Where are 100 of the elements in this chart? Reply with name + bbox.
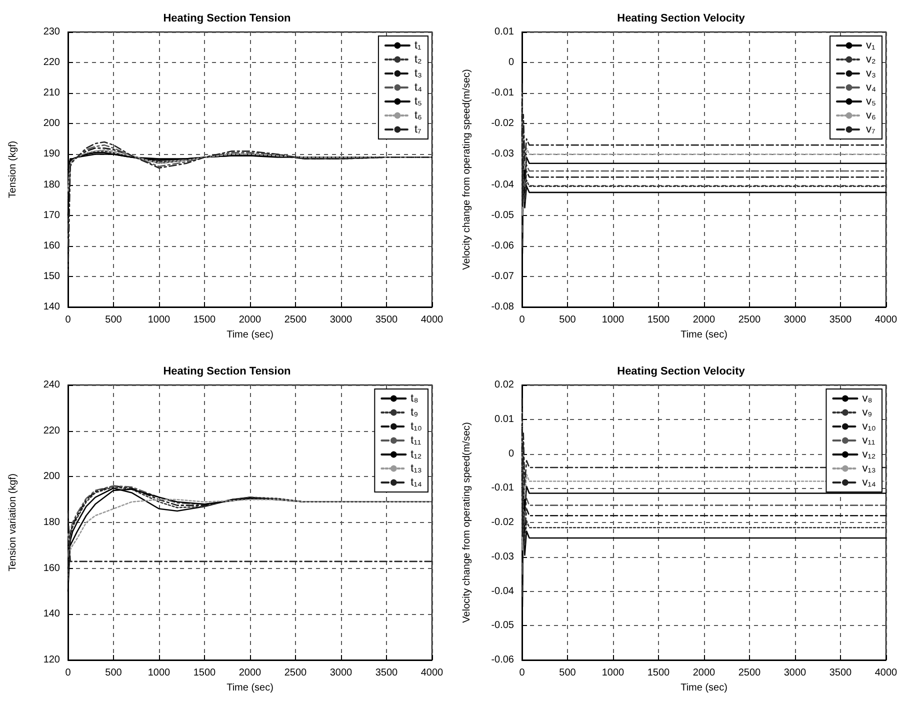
x-tick-label: 2000 [238,314,262,326]
legend-label: t₁ [414,40,422,52]
x-tick-label: 1000 [602,668,625,678]
x-tick-label: 500 [559,314,576,326]
legend-label: v₂ [866,54,876,66]
x-tick-label: 4000 [420,314,444,326]
x-tick-label: 1000 [602,314,625,326]
y-tick-label: -0.05 [491,210,514,221]
legend-label: v₆ [866,110,876,122]
x-tick-label: 1500 [647,314,670,326]
y-tick-label: -0.05 [491,620,514,632]
y-tick-label: -0.04 [491,586,514,597]
legend-label: v₁₀ [862,420,876,432]
legend-label: t₂ [414,54,422,66]
y-tick-label: 210 [43,88,60,99]
legend-label: t₄ [414,82,423,94]
y-tick-label: 160 [43,240,60,252]
y-tick-label: 0 [508,57,514,68]
y-tick-label: 200 [43,118,60,130]
x-tick-label: 2500 [738,668,762,678]
x-tick-label: 3000 [784,314,807,326]
y-tick-label: -0.02 [491,118,514,130]
y-tick-label: 120 [43,654,60,666]
y-tick-label: 0 [508,448,514,460]
legend-label: t₁₄ [410,476,422,488]
legend-label: v₁ [866,40,876,52]
y-tick-label: 0.02 [494,380,514,390]
x-tick-label: 1000 [148,668,171,678]
y-axis-title: Velocity change from operating speed(m/sec) [462,69,472,270]
x-tick-label: 4000 [874,314,898,326]
x-tick-label: 2000 [692,668,716,678]
chart-title: Heating Section Tension [163,366,292,378]
y-tick-label: 0.01 [494,26,514,38]
legend-label: v₁₂ [862,448,876,460]
legend-label: t₉ [410,406,418,418]
legend-label: v₁₄ [862,476,876,488]
y-tick-label: 140 [43,302,60,312]
legend-label: v₇ [866,124,876,136]
x-tick-label: 3000 [784,668,807,678]
x-tick-label: 0 [65,668,72,678]
x-tick-label: 0 [519,314,526,326]
y-tick-label: 200 [43,471,60,482]
y-tick-label: -0.03 [491,148,514,160]
y-tick-label: -0.01 [491,88,514,99]
y-tick-label: -0.06 [491,240,514,252]
x-tick-label: 1000 [148,314,171,326]
legend-label: v₁₃ [862,462,876,474]
chart-title: Heating Section Tension [163,12,292,24]
x-tick-label: 2000 [692,314,716,326]
legend-label: t₁₂ [410,448,422,460]
y-tick-label: 170 [43,210,60,221]
y-tick-label: 240 [43,380,60,390]
y-tick-label: -0.07 [491,270,514,282]
y-tick-label: -0.08 [491,302,514,312]
x-tick-label: 1500 [647,668,670,678]
y-tick-label: 150 [43,270,60,282]
y-tick-label: 220 [43,57,60,68]
legend-label: v₁₁ [862,434,876,446]
y-tick-label: -0.02 [491,517,514,528]
legend-label: t₈ [410,392,418,404]
legend-label: t₆ [414,110,422,122]
y-axis-title: Velocity change from operating speed(m/sec) [462,422,472,623]
x-tick-label: 2000 [238,668,262,678]
x-tick-label: 500 [559,668,576,678]
x-tick-label: 500 [105,314,122,326]
y-tick-label: 230 [43,26,60,38]
legend-label: v₉ [862,406,872,418]
y-tick-label: -0.06 [491,654,514,666]
x-tick-label: 0 [519,668,526,678]
x-tick-label: 4000 [874,668,898,678]
x-tick-label: 3500 [375,314,398,326]
x-tick-label: 1500 [193,668,216,678]
legend-label: v₄ [866,82,877,94]
legend-label: t₇ [414,124,422,136]
legend-label: v₈ [862,392,872,404]
x-axis-title: Time (sec) [680,329,728,340]
x-tick-label: 4000 [420,668,444,678]
y-tick-label: 140 [43,608,60,620]
chart-title: Heating Section Velocity [617,12,746,24]
x-tick-label: 1500 [193,314,216,326]
legend-label: t₅ [414,96,422,108]
x-axis-title: Time (sec) [226,682,274,694]
x-tick-label: 3500 [829,314,852,326]
y-tick-label: -0.03 [491,551,514,562]
chart-title: Heating Section Velocity [617,366,746,378]
y-tick-label: 160 [43,562,60,574]
y-tick-label: 180 [43,179,60,190]
x-tick-label: 2500 [284,314,308,326]
x-tick-label: 3000 [330,668,353,678]
x-axis-title: Time (sec) [680,682,728,694]
y-tick-label: -0.01 [491,482,514,494]
legend-label: v₅ [866,96,876,108]
legend-label: t₁₀ [410,420,422,432]
legend-label: v₃ [866,68,876,80]
legend-label: t₁₁ [410,434,422,446]
x-tick-label: 0 [65,314,72,326]
x-tick-label: 3500 [829,668,852,678]
y-tick-label: -0.04 [491,179,514,190]
x-tick-label: 2500 [284,668,308,678]
x-tick-label: 500 [105,668,122,678]
